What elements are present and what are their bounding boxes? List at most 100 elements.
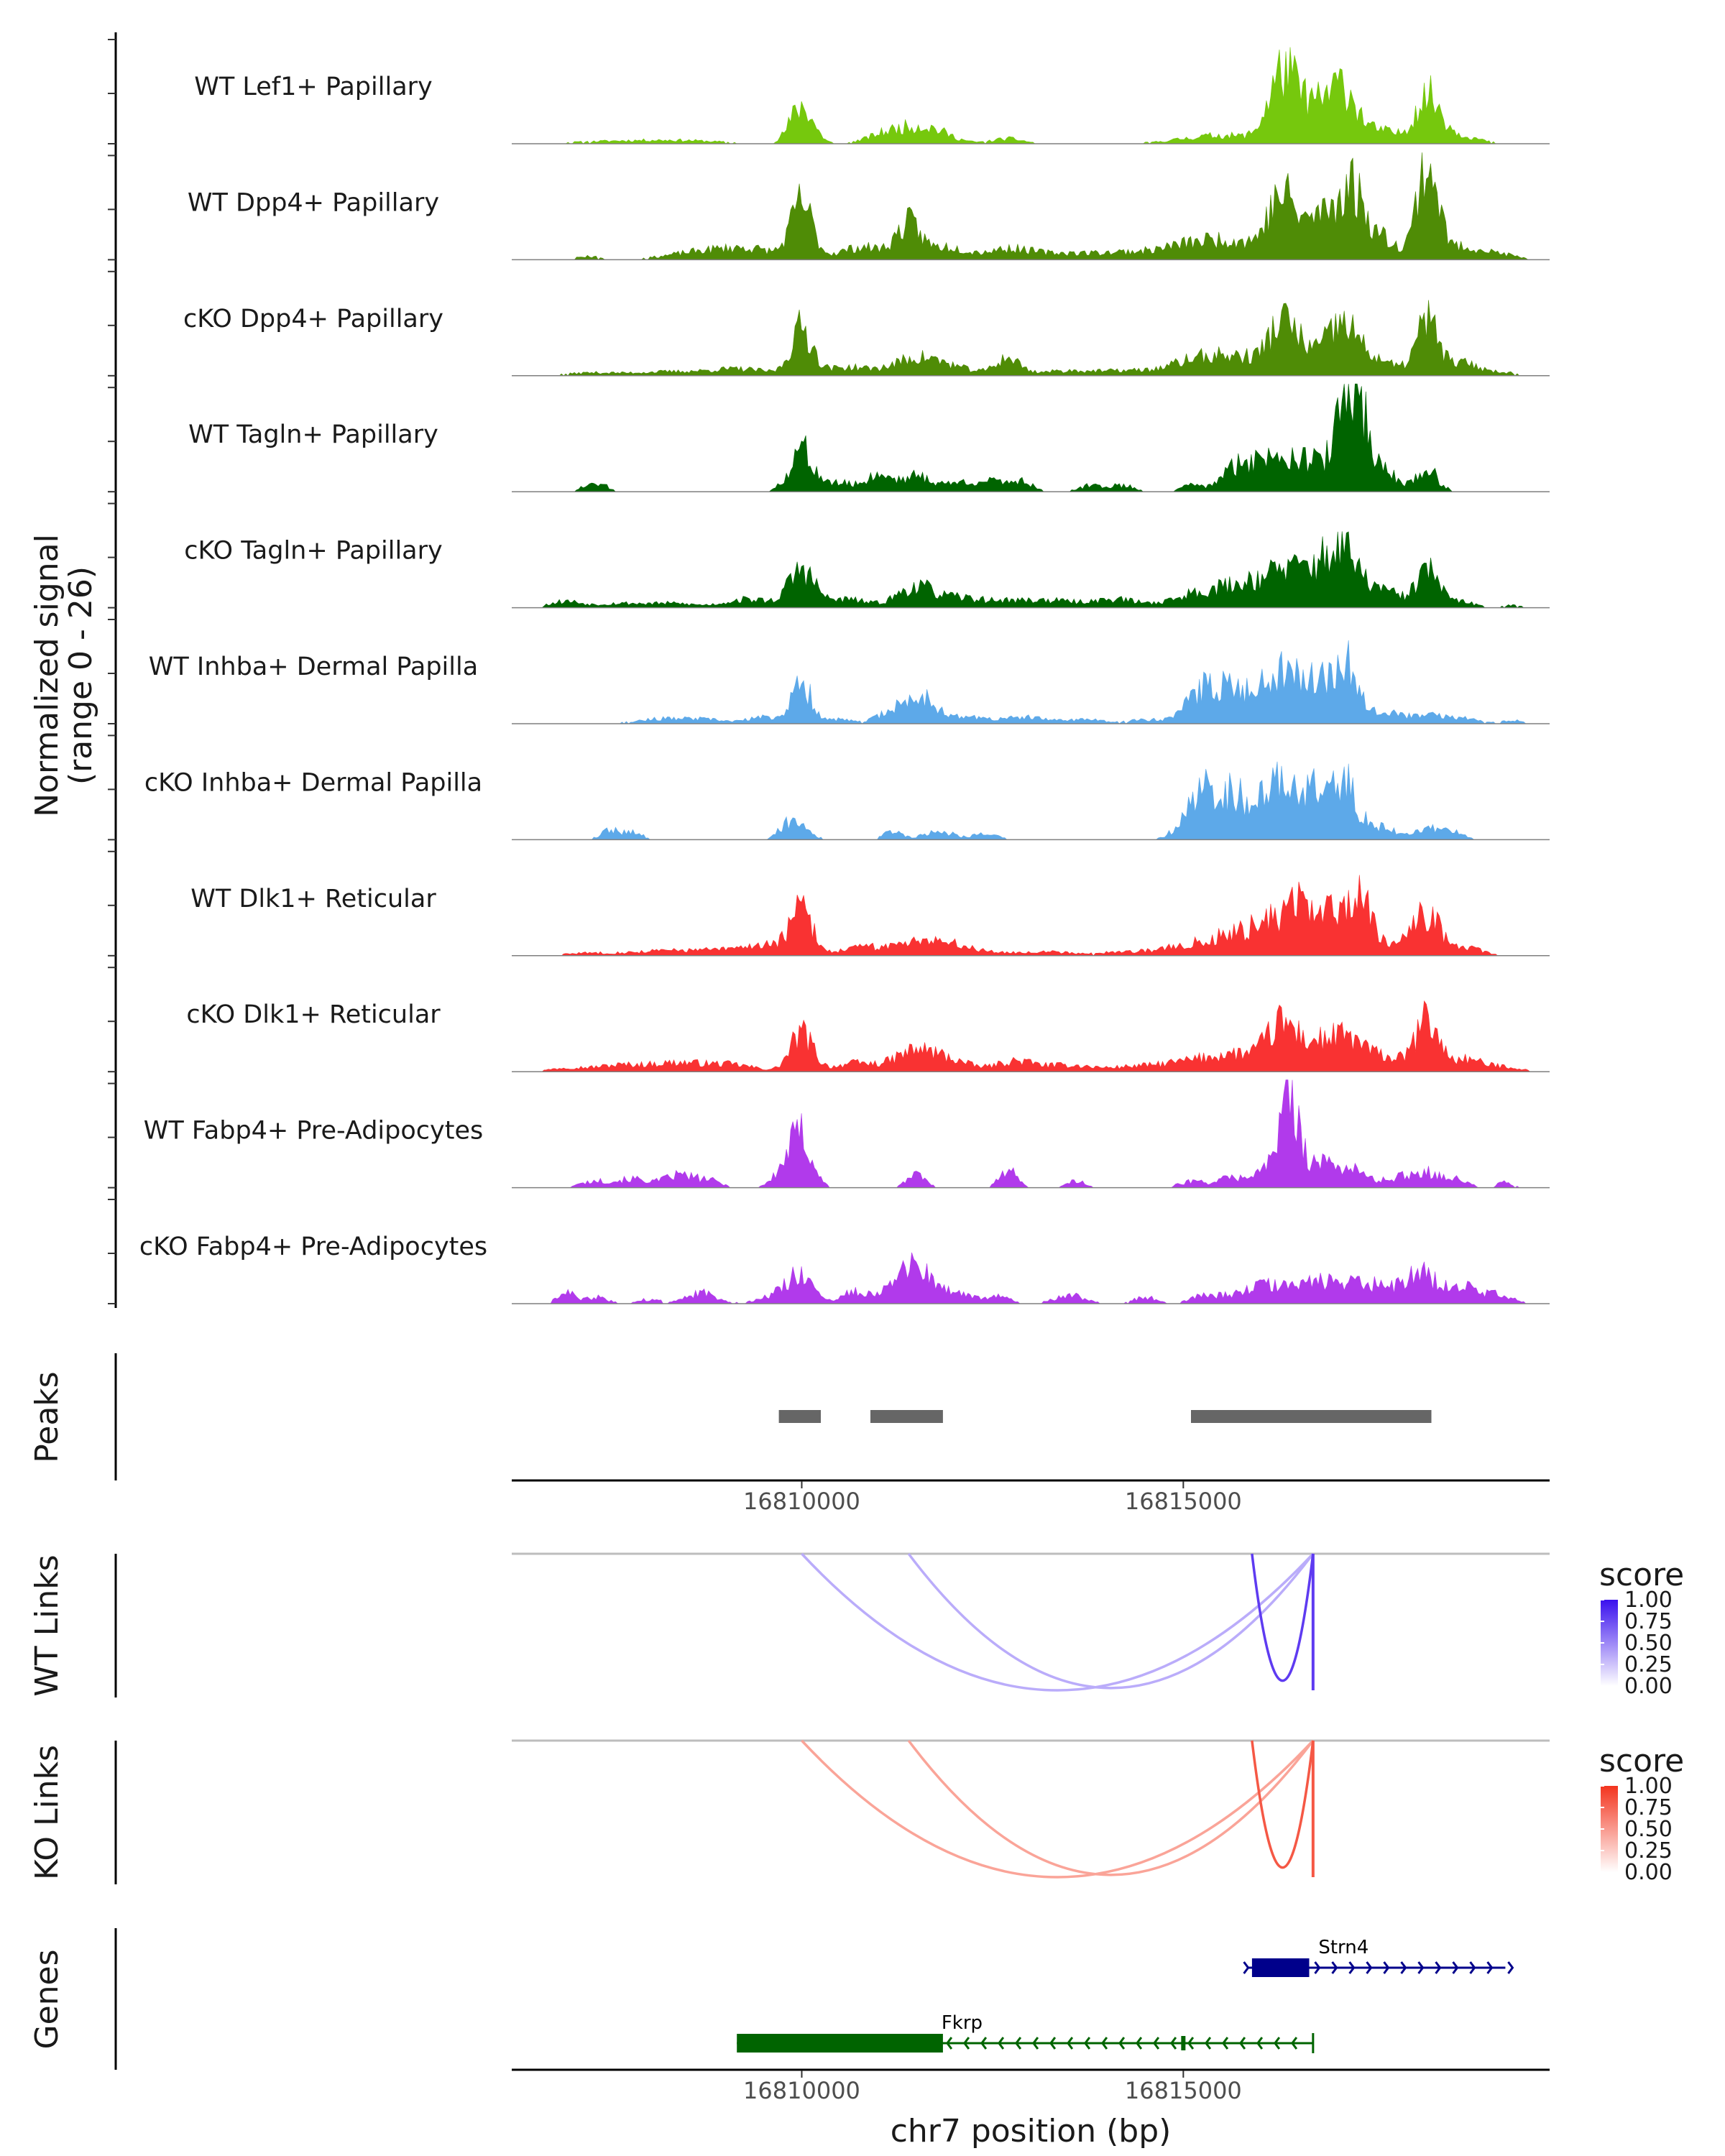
peaks-x-axis-ticks: 16810000 16815000 [743, 1481, 1242, 1515]
strand-arrow [1486, 1961, 1494, 1974]
coverage-ylabel-line1: Normalized signal [29, 534, 65, 817]
coverage-ylabel-line2: (range 0 - 26) [63, 566, 99, 785]
strand-arrow [1383, 1961, 1390, 1974]
legend-tick-label: 0.50 [1624, 1631, 1673, 1656]
coverage-track-6: WT Inhba+ Dermal Papilla [149, 640, 1550, 724]
wt-links-track-label: WT Links [29, 1554, 65, 1696]
coverage-tracks: WT Lef1+ Papillary WT Dpp4+ Papillary cKO … [139, 47, 1550, 1304]
coverage-track-11: cKO Fabp4+ Pre-Adipocytes [139, 1233, 1550, 1304]
legend-tick-label: 0.75 [1624, 1795, 1673, 1820]
strand-arrow [1243, 1961, 1250, 1974]
gene-name-label: Strn4 [1318, 1937, 1368, 1958]
legend-tick-label: 0.00 [1624, 1674, 1673, 1699]
strand-arrow [1452, 1961, 1459, 1974]
ko-links-legend: score 1.000.750.500.250.00 [1599, 1743, 1684, 1885]
strand-arrow [1032, 2037, 1039, 2050]
peak-range [778, 1410, 821, 1423]
legend-tick-label: 0.50 [1624, 1817, 1673, 1842]
gene-model: Strn4 [1243, 1937, 1514, 1977]
strand-arrow [1314, 1961, 1321, 1974]
x-tick-label: 16815000 [1125, 2077, 1242, 2104]
strand-arrow [1187, 2037, 1195, 2050]
coverage-track-10: WT Fabp4+ Pre-Adipocytes [144, 1079, 1550, 1189]
strand-arrow [1274, 2037, 1281, 2050]
ko-legend-title: score [1599, 1743, 1684, 1779]
gene-model: Fkrp [737, 2012, 1315, 2053]
strand-arrow [1153, 2037, 1160, 2050]
strand-arrow [1101, 2037, 1108, 2050]
coverage-track-1: WT Lef1+ Papillary [194, 47, 1550, 144]
peaks-bars [778, 1410, 1432, 1423]
strand-arrow [1205, 2037, 1212, 2050]
bottom-x-axis-ticks: 16810000 16815000 [743, 2070, 1242, 2104]
link-arc [907, 1552, 1315, 1690]
coverage-track-label: cKO Dlk1+ Reticular [186, 1000, 441, 1029]
strand-arrow [1170, 2037, 1177, 2050]
coverage-track-label: cKO Inhba+ Dermal Papilla [144, 768, 482, 797]
peak-range [870, 1410, 943, 1423]
strand-arrow [1435, 1961, 1442, 1974]
ko-links-track-label: KO Links [29, 1745, 65, 1880]
strand-arrow [1348, 1961, 1356, 1974]
coverage-signal [512, 300, 1550, 377]
gene-name-label: Fkrp [942, 2012, 983, 2034]
strand-arrow [1417, 1961, 1425, 1974]
strand-arrow [1118, 2037, 1126, 2050]
genes-models: Strn4 Fkrp [737, 1937, 1514, 2053]
strand-arrow [1507, 1961, 1514, 1974]
coverage-signal [512, 875, 1550, 957]
coverage-signal [512, 1000, 1550, 1072]
strand-arrow [980, 2037, 988, 2050]
strand-arrow [1067, 2037, 1074, 2050]
x-tick-label: 16810000 [743, 1488, 860, 1515]
legend-tick-label: 0.25 [1624, 1838, 1673, 1864]
link-arc [907, 1739, 1315, 1876]
coverage-track-label: WT Tagln+ Papillary [188, 420, 438, 449]
strand-arrow [1084, 2037, 1091, 2050]
genes-track-label: Genes [29, 1949, 65, 2049]
coverage-track-2: WT Dpp4+ Papillary [188, 152, 1550, 261]
coverage-signal [512, 152, 1550, 260]
coverage-track-3: cKO Dpp4+ Papillary [183, 300, 1550, 377]
coverage-track-label: WT Lef1+ Papillary [194, 73, 433, 101]
wt-links-arcs [512, 1552, 1550, 1692]
strand-arrow [1469, 1961, 1476, 1974]
strand-arrow [1331, 1961, 1338, 1974]
coverage-track-label: cKO Dpp4+ Papillary [183, 305, 443, 333]
coverage-y-ticks [108, 39, 116, 1304]
link-arc [801, 1739, 1315, 1879]
coverage-track-8: WT Dlk1+ Reticular [190, 875, 1550, 957]
strand-arrow [1049, 2037, 1057, 2050]
coverage-signal [512, 47, 1550, 144]
strand-arrow [1366, 1961, 1373, 1974]
wt-links-legend: score 1.000.750.500.250.00 [1599, 1557, 1684, 1699]
coverage-track-5: cKO Tagln+ Papillary [184, 531, 1550, 609]
strand-arrow [1256, 2037, 1264, 2050]
link-arc [1251, 1553, 1315, 1682]
coverage-track-label: WT Dlk1+ Reticular [190, 885, 436, 913]
ko-links-arcs [512, 1739, 1550, 1879]
coverage-track-label: cKO Tagln+ Papillary [184, 537, 443, 566]
strand-arrow [1400, 1961, 1407, 1974]
peaks-track-label: Peaks [29, 1371, 65, 1462]
strand-arrow [1222, 2037, 1229, 2050]
strand-arrow [1291, 2037, 1298, 2050]
coverage-track-4: WT Tagln+ Papillary [188, 383, 1550, 492]
legend-tick-label: 1.00 [1624, 1774, 1673, 1799]
coverage-track-7: cKO Inhba+ Dermal Papilla [144, 761, 1550, 841]
strand-arrow [1015, 2037, 1022, 2050]
x-tick-label: 16810000 [743, 2077, 860, 2104]
gene-exon [1251, 1958, 1310, 1977]
peak-range [1191, 1410, 1432, 1423]
legend-tick-label: 1.00 [1624, 1588, 1673, 1613]
strand-arrow [1136, 2037, 1143, 2050]
coverage-signal [512, 531, 1550, 609]
coverage-track-label: cKO Fabp4+ Pre-Adipocytes [139, 1233, 487, 1261]
link-arc [801, 1552, 1315, 1692]
coverage-track-label: WT Dpp4+ Papillary [188, 188, 439, 217]
x-axis-title: chr7 position (bp) [891, 2113, 1172, 2150]
strand-arrow [963, 2037, 970, 2050]
strand-arrow [998, 2037, 1005, 2050]
gene-exon [1181, 2036, 1186, 2050]
